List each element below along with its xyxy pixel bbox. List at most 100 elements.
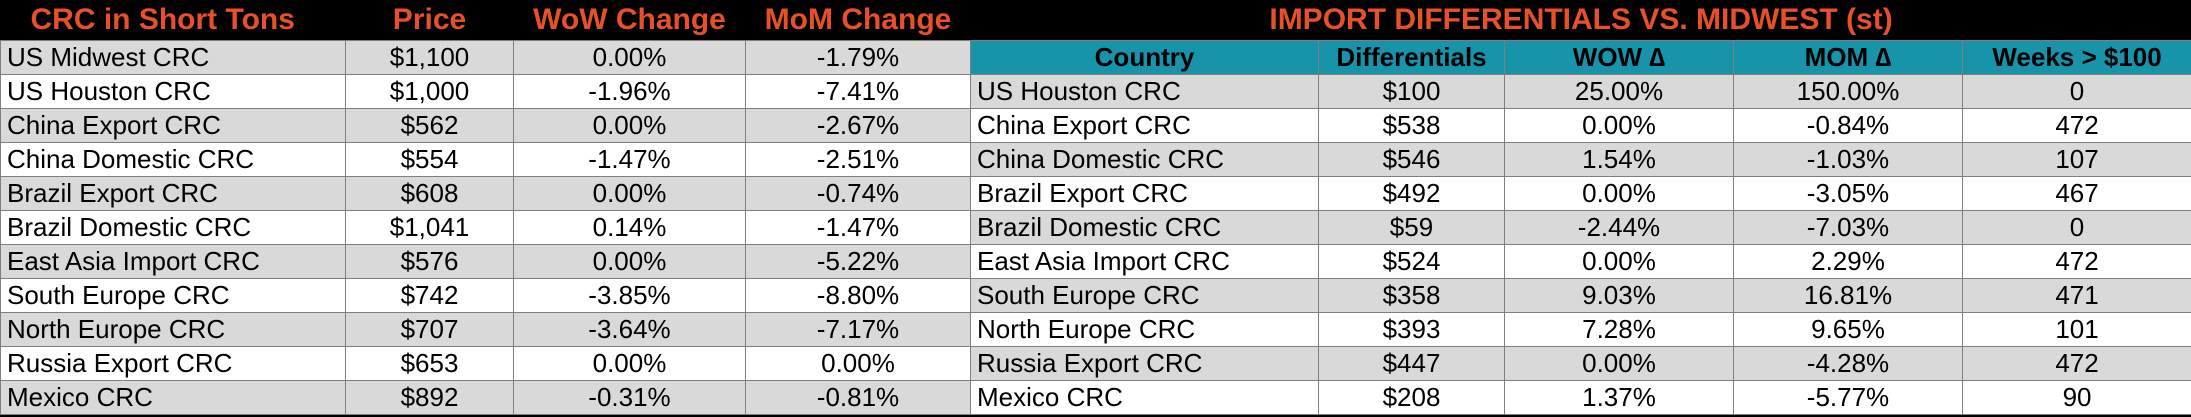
value-cell[interactable]: 150.00% [1733, 74, 1963, 109]
value-cell[interactable]: 25.00% [1504, 74, 1734, 109]
row-label-cell[interactable]: US Houston CRC [0, 74, 346, 109]
row-label-cell[interactable]: Brazil Domestic CRC [0, 210, 346, 245]
value-cell[interactable]: -5.77% [1733, 380, 1963, 415]
value-cell[interactable]: $742 [345, 278, 514, 313]
row-label-cell[interactable]: North Europe CRC [970, 312, 1319, 347]
value-cell[interactable]: 16.81% [1733, 278, 1963, 313]
value-cell[interactable]: 471 [1961, 278, 2191, 313]
row-label-cell[interactable]: Russia Export CRC [970, 346, 1319, 381]
row-label-cell[interactable]: China Domestic CRC [970, 142, 1319, 177]
value-cell[interactable]: $208 [1318, 380, 1505, 415]
value-cell[interactable]: $358 [1318, 278, 1505, 313]
value-cell[interactable]: 0.00% [1504, 244, 1734, 279]
right-table-title: IMPORT DIFFERENTIALS VS. MIDWEST (st) [970, 0, 2191, 41]
value-cell[interactable]: -3.05% [1733, 176, 1963, 211]
value-cell[interactable]: -2.67% [745, 108, 971, 143]
value-cell[interactable]: 0.00% [513, 108, 746, 143]
value-cell[interactable]: $59 [1318, 210, 1505, 245]
value-cell[interactable]: 0 [1961, 74, 2191, 109]
value-cell[interactable]: -3.85% [513, 278, 746, 313]
value-cell[interactable]: -2.44% [1504, 210, 1734, 245]
value-cell[interactable]: -1.96% [513, 74, 746, 109]
value-cell[interactable]: $554 [345, 142, 514, 177]
value-cell[interactable]: -5.22% [745, 244, 971, 279]
row-label-cell[interactable]: US Midwest CRC [0, 40, 346, 75]
value-cell[interactable]: 2.29% [1733, 244, 1963, 279]
value-cell[interactable]: -0.81% [745, 380, 971, 415]
value-cell[interactable]: 0.00% [513, 176, 746, 211]
value-cell[interactable]: 472 [1961, 346, 2191, 381]
value-cell[interactable]: 472 [1961, 108, 2191, 143]
value-cell[interactable]: -0.74% [745, 176, 971, 211]
row-label-cell[interactable]: East Asia Import CRC [0, 244, 346, 279]
value-cell[interactable]: $892 [345, 380, 514, 415]
value-cell[interactable]: -3.64% [513, 312, 746, 347]
value-cell[interactable]: -7.41% [745, 74, 971, 109]
value-cell[interactable]: $608 [345, 176, 514, 211]
row-label-cell[interactable]: East Asia Import CRC [970, 244, 1319, 279]
value-cell[interactable]: -0.84% [1733, 108, 1963, 143]
value-cell[interactable]: 0.14% [513, 210, 746, 245]
row-label-cell[interactable]: South Europe CRC [0, 278, 346, 313]
row-label-cell[interactable]: Mexico CRC [970, 380, 1319, 415]
value-cell[interactable]: 0 [1961, 210, 2191, 245]
value-cell[interactable]: 0.00% [1504, 346, 1734, 381]
value-cell[interactable]: $1,100 [345, 40, 514, 75]
value-cell[interactable]: 0.00% [513, 244, 746, 279]
value-cell[interactable]: -7.17% [745, 312, 971, 347]
column-header[interactable]: Differentials [1318, 40, 1505, 75]
value-cell[interactable]: $1,041 [345, 210, 514, 245]
value-cell[interactable]: $707 [345, 312, 514, 347]
value-cell[interactable]: 7.28% [1504, 312, 1734, 347]
value-cell[interactable]: 472 [1961, 244, 2191, 279]
value-cell[interactable]: 90 [1961, 380, 2191, 415]
value-cell[interactable]: -0.31% [513, 380, 746, 415]
value-cell[interactable]: -1.79% [745, 40, 971, 75]
value-cell[interactable]: 1.37% [1504, 380, 1734, 415]
row-label-cell[interactable]: China Domestic CRC [0, 142, 346, 177]
column-header[interactable]: WOW ∆ [1504, 40, 1734, 75]
value-cell[interactable]: 0.00% [1504, 108, 1734, 143]
column-header[interactable]: MOM ∆ [1733, 40, 1963, 75]
value-cell[interactable]: $524 [1318, 244, 1505, 279]
value-cell[interactable]: -1.47% [513, 142, 746, 177]
row-label-cell[interactable]: South Europe CRC [970, 278, 1319, 313]
value-cell[interactable]: $562 [345, 108, 514, 143]
value-cell[interactable]: -4.28% [1733, 346, 1963, 381]
value-cell[interactable]: -1.03% [1733, 142, 1963, 177]
row-label-cell[interactable]: North Europe CRC [0, 312, 346, 347]
value-cell[interactable]: 107 [1961, 142, 2191, 177]
value-cell[interactable]: -2.51% [745, 142, 971, 177]
row-label-cell[interactable]: Mexico CRC [0, 380, 346, 415]
value-cell[interactable]: 467 [1961, 176, 2191, 211]
value-cell[interactable]: $576 [345, 244, 514, 279]
value-cell[interactable]: 9.65% [1733, 312, 1963, 347]
value-cell[interactable]: $538 [1318, 108, 1505, 143]
row-label-cell[interactable]: Brazil Domestic CRC [970, 210, 1319, 245]
row-label-cell[interactable]: Russia Export CRC [0, 346, 346, 381]
row-label-cell[interactable]: China Export CRC [0, 108, 346, 143]
row-label-cell[interactable]: Brazil Export CRC [970, 176, 1319, 211]
value-cell[interactable]: 1.54% [1504, 142, 1734, 177]
column-header[interactable]: Weeks > $100 [1961, 40, 2191, 75]
value-cell[interactable]: $492 [1318, 176, 1505, 211]
value-cell[interactable]: 0.00% [745, 346, 971, 381]
value-cell[interactable]: $393 [1318, 312, 1505, 347]
row-label-cell[interactable]: Brazil Export CRC [0, 176, 346, 211]
row-label-cell[interactable]: US Houston CRC [970, 74, 1319, 109]
value-cell[interactable]: -8.80% [745, 278, 971, 313]
value-cell[interactable]: 0.00% [513, 346, 746, 381]
value-cell[interactable]: $653 [345, 346, 514, 381]
value-cell[interactable]: -1.47% [745, 210, 971, 245]
value-cell[interactable]: $1,000 [345, 74, 514, 109]
value-cell[interactable]: $100 [1318, 74, 1505, 109]
column-header[interactable]: Country [970, 40, 1319, 75]
row-label-cell[interactable]: China Export CRC [970, 108, 1319, 143]
value-cell[interactable]: $447 [1318, 346, 1505, 381]
value-cell[interactable]: $546 [1318, 142, 1505, 177]
value-cell[interactable]: 9.03% [1504, 278, 1734, 313]
value-cell[interactable]: 101 [1961, 312, 2191, 347]
value-cell[interactable]: 0.00% [1504, 176, 1734, 211]
value-cell[interactable]: 0.00% [513, 40, 746, 75]
value-cell[interactable]: -7.03% [1733, 210, 1963, 245]
